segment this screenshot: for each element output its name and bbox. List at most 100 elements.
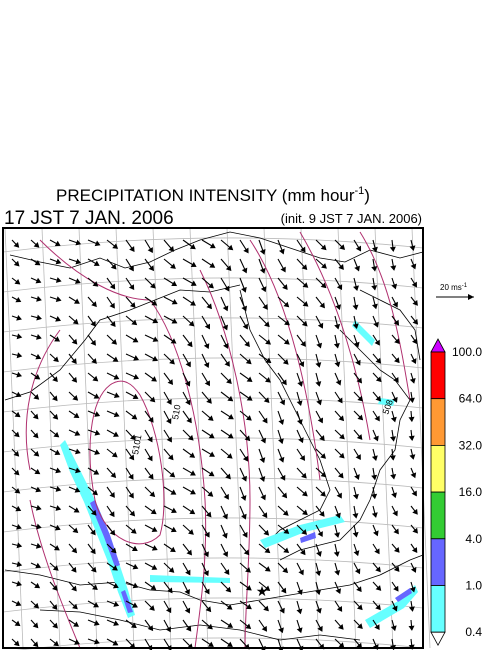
colorbar-label: 16.0 (459, 485, 483, 499)
wind-head (55, 277, 62, 283)
wind-head (93, 602, 99, 608)
wind-head (130, 528, 137, 534)
wind-head (111, 338, 117, 345)
wind-head (301, 472, 307, 479)
wind-head (70, 566, 77, 573)
wind-head (278, 438, 284, 445)
wind-head (14, 620, 21, 627)
wind-head (241, 305, 248, 312)
wind-head (52, 565, 59, 571)
wind-head (132, 582, 139, 589)
wind-head (315, 362, 322, 368)
wind-head (338, 623, 344, 630)
wind-head (371, 303, 378, 310)
wind-head (371, 493, 378, 500)
wind-head (299, 455, 305, 461)
wind-head (357, 414, 364, 421)
wind-head (165, 626, 171, 633)
wind-head (33, 602, 40, 609)
wind-head (91, 301, 97, 308)
wind-head (185, 569, 191, 576)
wind-head (316, 551, 322, 557)
wind-head (375, 357, 382, 364)
wind-head (393, 319, 400, 326)
wind-head (113, 620, 120, 626)
wind-head (296, 627, 303, 634)
wind-head (132, 563, 139, 570)
wind-head (391, 492, 397, 499)
wind-head (389, 246, 396, 252)
wind-head (244, 435, 251, 442)
wind-head (334, 361, 341, 368)
wind-head (53, 545, 60, 551)
wind-head (356, 604, 363, 611)
wind-head (150, 508, 157, 515)
wind-head (35, 542, 42, 549)
wind-head (204, 380, 210, 387)
wind-head (333, 342, 340, 349)
wind-head (278, 419, 285, 425)
wind-head (317, 322, 324, 329)
wind-head (109, 529, 116, 536)
wind-head (242, 531, 248, 538)
wind-head (352, 304, 359, 311)
wind-head (13, 431, 20, 438)
wind-head (204, 323, 211, 330)
colorbar-segment (430, 444, 446, 493)
wind-head (54, 524, 61, 531)
wind-head (128, 454, 135, 461)
wind-head (33, 450, 40, 457)
wind-head (72, 318, 79, 325)
wind-head (189, 452, 196, 458)
wind-head (151, 376, 157, 382)
title: PRECIPITATION INTENSITY (mm hour-1) (56, 185, 370, 205)
wind-head (207, 491, 214, 497)
wind-head (149, 605, 155, 611)
wind-head (190, 489, 196, 495)
wind-head (169, 471, 176, 478)
wind-head (352, 531, 359, 538)
wind-head (227, 414, 234, 420)
wind-head (35, 277, 42, 284)
wind-head (16, 561, 23, 568)
wind-head (408, 435, 415, 442)
wind-head (339, 244, 346, 250)
wind-head (300, 340, 306, 347)
wind-head (32, 641, 39, 648)
wind-head (74, 430, 81, 436)
wind-head (133, 373, 140, 380)
wind-head (316, 342, 323, 349)
wind-head (110, 472, 117, 478)
height-contours (25, 231, 411, 649)
reference-vector: 20 ms-1 (436, 283, 474, 300)
wind-head (148, 473, 154, 480)
colorbar-label: 32.0 (459, 438, 483, 452)
wind-head (371, 246, 378, 253)
wind-head (264, 547, 271, 554)
wind-head (90, 566, 97, 573)
wind-head (336, 284, 343, 291)
wind-head (75, 258, 82, 265)
wind-head (112, 582, 119, 589)
wind-head (55, 505, 62, 511)
wind-head (374, 339, 380, 346)
colorbar-bottom (430, 631, 446, 647)
wind-head (52, 413, 59, 420)
wind-head (130, 622, 137, 629)
wind-head (353, 285, 359, 291)
wind-head (186, 549, 192, 556)
wind-head (15, 505, 22, 512)
wind-head (52, 622, 58, 629)
init-time: (init. 9 JST 7 JAN. 2006) (281, 211, 422, 226)
colorbar: 100.0 64.0 32.0 16.0 4.0 1.0 0.4 (430, 338, 483, 647)
wind-head (74, 278, 81, 284)
colorbar-segment (430, 351, 446, 400)
wind-head (53, 431, 60, 438)
wind-head (13, 640, 20, 647)
wind-head (15, 600, 22, 607)
wind-head (54, 240, 61, 247)
wind-head (240, 495, 247, 501)
wind-head (352, 493, 359, 500)
wind-head (243, 247, 249, 254)
